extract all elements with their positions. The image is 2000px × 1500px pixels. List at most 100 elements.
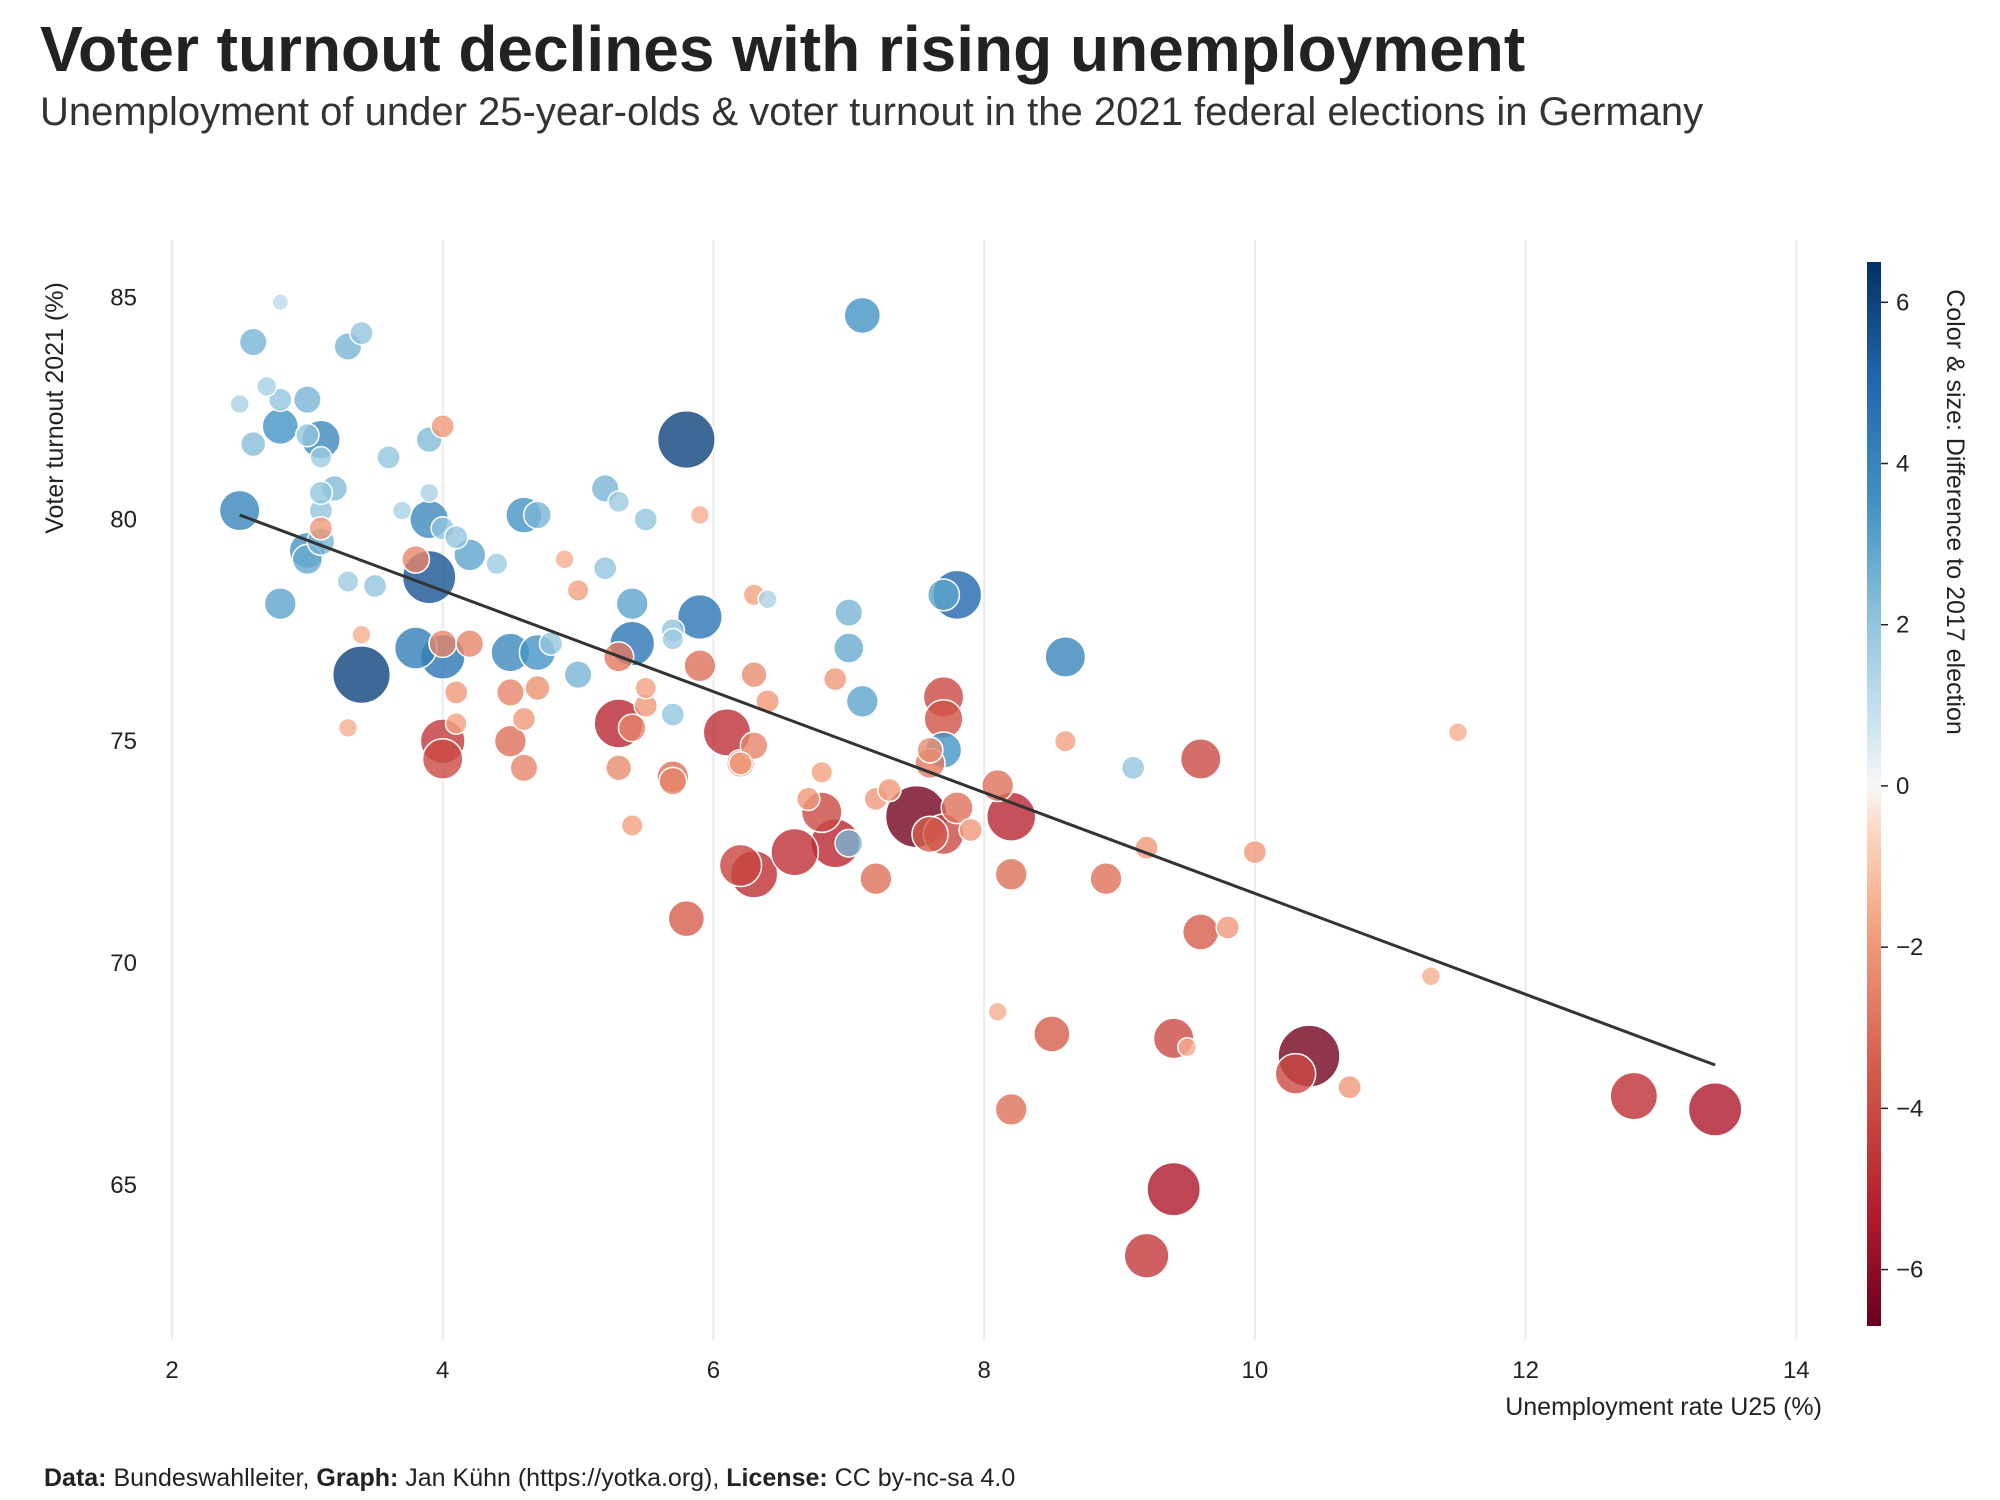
x-axis-label: Unemployment rate U25 (%) [1505,1393,1822,1421]
data-point-66 [615,587,649,621]
data-points [218,293,1743,1279]
data-point-4 [256,375,278,398]
data-point-34 [418,482,440,504]
data-point-58 [566,578,590,602]
data-point-38 [428,629,458,659]
data-point-65 [605,754,633,782]
x-tick-label: 12 [1512,1357,1539,1384]
x-tick-label: 10 [1242,1357,1269,1384]
data-point-52 [511,706,537,732]
data-point-98 [822,666,848,692]
scatter-chart: 2 4 6 8 10 12 14 65 70 75 80 85 Unemployment rate … [41,240,1969,1421]
data-point-127 [1089,862,1123,896]
data-point-3 [229,393,250,415]
data-point-43 [444,711,468,735]
data-point-136 [1215,915,1241,940]
data-point-70 [634,676,658,700]
data-point-55 [524,674,551,702]
data-point-45 [455,629,485,659]
data-point-27 [351,624,372,645]
x-axis-ticks: 2 4 6 8 10 12 14 [165,1357,1809,1384]
y-tick-label: 75 [110,728,137,755]
y-tick-label: 65 [110,1172,137,1199]
data-point-80 [683,649,717,683]
data-point-62 [607,490,631,514]
y-axis-label: Voter turnout 2021 (%) [41,282,69,534]
data-point-109 [916,736,944,764]
x-tick-label: 2 [165,1357,178,1384]
colorbar-tick-label: 6 [1896,289,1909,316]
data-point-72 [620,813,644,837]
data-point-123 [987,1001,1008,1022]
data-point-42 [443,680,469,705]
data-point-86 [740,661,768,689]
colorbar-tick-label: −2 [1896,934,1923,961]
data-point-105 [877,777,902,803]
y-tick-label: 80 [110,506,137,533]
chart-title: Voter turnout declines with rising unemp… [40,13,1526,85]
data-point-35 [430,413,456,439]
footer-credits: Data: Bundeswahlleiter, Graph: Jan Kühn … [44,1464,1015,1493]
data-point-82 [689,504,711,526]
data-point-26 [391,500,413,521]
colorbar-label: Color & size: Difference to 2017 electio… [1941,289,1969,735]
data-point-103 [845,684,879,718]
data-point-18 [308,480,334,506]
data-point-7 [263,587,297,621]
data-point-92 [757,589,778,610]
data-point-2 [240,430,267,458]
trend-line [239,513,1716,1067]
data-point-143 [1609,1071,1659,1121]
data-point-48 [495,677,525,707]
data-point-110 [911,815,949,854]
data-point-130 [1123,1232,1170,1279]
footer-graph-value: Jan Kühn (https://yotka.org), [398,1464,727,1492]
data-point-124 [1033,1015,1071,1053]
data-point-41 [443,524,469,550]
data-point-90 [718,843,763,888]
data-point-74 [661,627,685,651]
data-point-121 [994,857,1028,891]
data-point-10 [295,422,320,448]
data-point-140 [1337,1074,1362,1100]
data-point-0 [218,489,261,532]
data-point-106 [859,862,893,896]
data-point-30 [401,544,431,574]
data-point-8 [271,293,290,312]
x-tick-label: 6 [707,1357,720,1384]
data-point-24 [362,573,388,599]
y-tick-label: 70 [110,950,137,977]
data-point-94 [795,786,821,812]
data-point-57 [563,660,593,690]
data-point-51 [522,500,552,530]
data-point-71 [633,507,659,532]
grid-lines [171,240,1798,1340]
x-tick-label: 8 [977,1357,990,1384]
data-point-81 [667,899,706,938]
data-point-16 [309,445,333,469]
data-point-68 [617,713,647,743]
data-point-144 [1687,1081,1743,1137]
colorbar [1867,262,1881,1326]
data-point-21 [331,645,392,705]
data-point-128 [1120,755,1146,781]
data-point-1 [238,327,268,357]
x-tick-label: 14 [1783,1357,1810,1384]
data-point-100 [834,598,864,628]
data-point-49 [493,724,528,758]
data-point-115 [926,578,961,612]
data-point-23 [308,515,334,541]
data-point-135 [1181,913,1220,951]
data-point-117 [940,791,974,825]
data-point-96 [810,760,834,784]
data-point-78 [656,410,716,470]
y-axis-ticks: 65 70 75 80 85 [110,285,137,1199]
data-point-93 [770,827,820,877]
colorbar-tick-label: 4 [1896,451,1909,478]
footer-license-label: License: [726,1464,828,1492]
data-point-28 [337,717,359,739]
footer-data-label: Data: [44,1464,107,1492]
colorbar-tick-label: −6 [1896,1257,1923,1284]
data-point-79 [676,593,724,641]
data-point-141 [1420,966,1442,987]
